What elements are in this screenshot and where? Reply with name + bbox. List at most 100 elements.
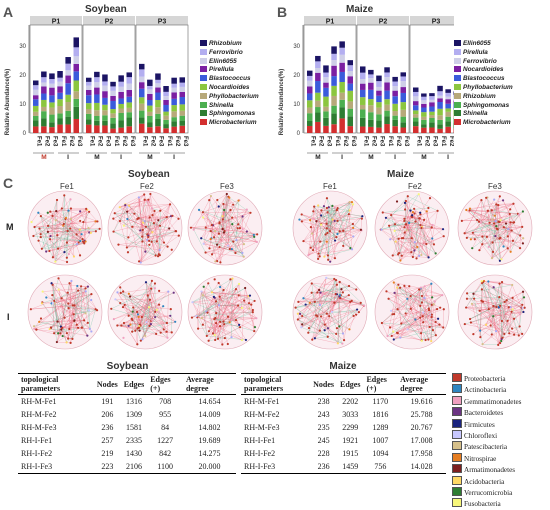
network-node [419, 317, 421, 319]
network-node [238, 283, 240, 285]
network-node [75, 233, 77, 235]
bar-segment [57, 78, 63, 82]
legend-item: Blastococcus [200, 75, 259, 84]
network-node [297, 313, 299, 315]
network-node [522, 311, 524, 313]
bar-segment [401, 117, 407, 123]
network-node [126, 246, 128, 248]
bar-segment [147, 89, 153, 94]
network-node [53, 332, 55, 334]
bar-segment [171, 117, 177, 121]
table-cell: 3033 [337, 408, 363, 421]
bar-segment [33, 112, 39, 116]
network-soybean-title: Soybean [128, 169, 170, 180]
network-node [81, 326, 83, 328]
bar-segment [323, 118, 329, 126]
bar-segment [118, 109, 124, 113]
network-node [67, 292, 69, 294]
network-node [394, 230, 396, 232]
network-node [334, 220, 336, 222]
network-node [478, 221, 480, 223]
network-node [166, 322, 168, 324]
network-node [156, 240, 158, 242]
network-node [341, 342, 343, 344]
network-node [38, 321, 40, 323]
bar-segment [360, 90, 366, 97]
network-node [124, 204, 126, 206]
network-node [57, 332, 59, 334]
network-node [159, 254, 161, 256]
bar-segment [331, 54, 337, 60]
bar-segment [41, 111, 47, 118]
network-node [217, 338, 219, 340]
network-node [500, 258, 502, 260]
network-node [230, 336, 232, 338]
table-cell: 14.275 [183, 447, 236, 460]
bar-segment [307, 113, 313, 121]
network-node [56, 199, 58, 201]
bar-segment [307, 71, 313, 76]
network-node [501, 337, 503, 339]
legend-item: Shinella [200, 102, 259, 111]
network-node [486, 236, 488, 238]
network-node [154, 287, 156, 289]
table-cell: 2299 [337, 421, 363, 434]
period-label: P2 [379, 19, 388, 26]
table-cell: 1915 [337, 447, 363, 460]
network-node [57, 277, 59, 279]
bar-segment [421, 112, 427, 117]
network-node [68, 328, 70, 330]
bar-segment [118, 98, 124, 104]
bar-segment [348, 76, 354, 83]
bar-segment [392, 96, 398, 104]
network-node [439, 307, 441, 309]
network-node [351, 248, 353, 250]
x-tick-label: Fe2 [174, 136, 180, 147]
network-node [319, 255, 321, 257]
network-node [513, 334, 515, 336]
bar-segment [331, 46, 337, 53]
network-node [382, 211, 384, 213]
network-node [432, 329, 434, 331]
network-node [119, 220, 121, 222]
bar-segment [401, 110, 407, 117]
network-node [241, 252, 243, 254]
y-tick-label: 20 [19, 73, 26, 79]
bar-segment [33, 95, 39, 99]
network-node [222, 215, 224, 217]
network-node [481, 280, 483, 282]
network-node [206, 335, 208, 337]
period-label: P3 [158, 19, 167, 26]
bar-segment [139, 89, 145, 98]
network-node [128, 325, 130, 327]
group-label-m: M [147, 154, 152, 161]
network-node [231, 248, 233, 250]
network-node [214, 339, 216, 341]
network-node [412, 256, 414, 258]
network-node [466, 292, 468, 294]
table-cell: RH-I-Fe3 [241, 460, 310, 474]
table-cell: 17.958 [397, 447, 446, 460]
network-node [406, 229, 408, 231]
bar-segment [401, 102, 407, 110]
bar-segment [384, 72, 390, 77]
network-node [301, 323, 303, 325]
network-node [419, 212, 421, 214]
network-node [348, 294, 350, 296]
network-node [83, 319, 85, 321]
y-tick-label: 10 [19, 102, 26, 108]
network-node [348, 285, 350, 287]
network-node [508, 332, 510, 334]
network-node [232, 204, 234, 206]
network-node [309, 219, 311, 221]
bar-segment [429, 118, 435, 122]
bar-segment [368, 127, 374, 133]
network-node [499, 195, 501, 197]
network-node [348, 328, 350, 330]
network-node [471, 303, 473, 305]
network-node [41, 248, 43, 250]
bar-segment [323, 111, 329, 117]
bar-segment [180, 121, 186, 126]
network-node [423, 297, 425, 299]
network-node [512, 308, 514, 310]
